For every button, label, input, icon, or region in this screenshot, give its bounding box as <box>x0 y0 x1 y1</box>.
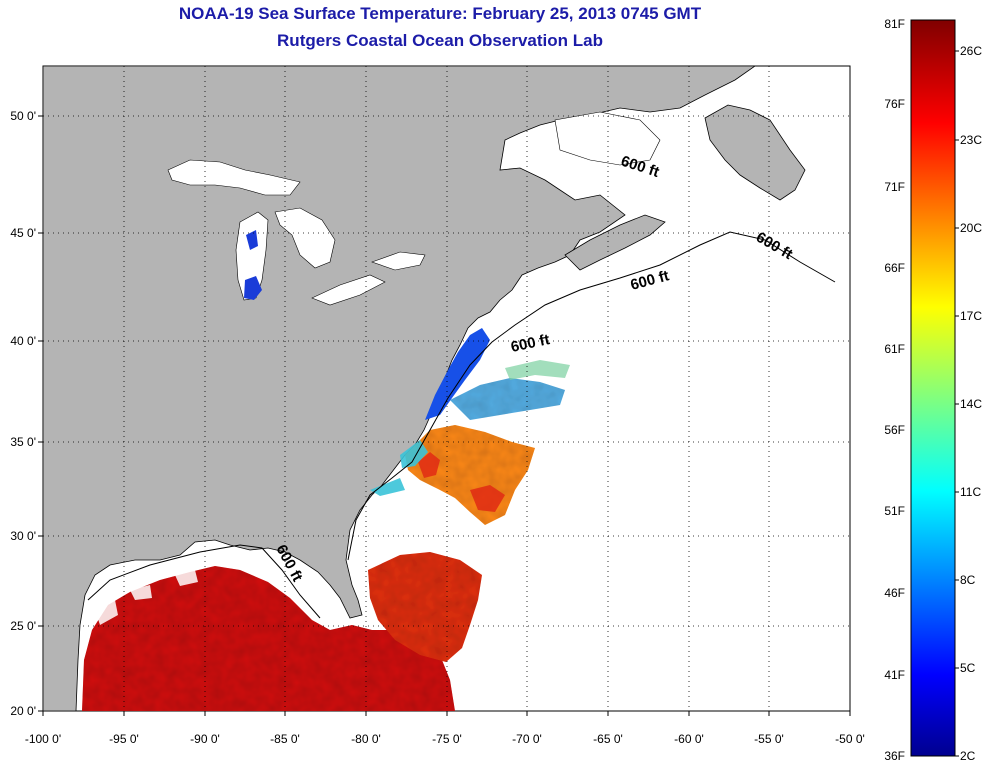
colorbar-c-label: 2C <box>960 749 976 763</box>
map-title: NOAA-19 Sea Surface Temperature: Februar… <box>178 4 702 23</box>
latitude-axis: 50 0' 45 0' 40 0' 35 0' 30 0' 25 0' 20 0' <box>10 109 43 718</box>
colorbar-c-label: 23C <box>960 133 982 147</box>
colorbar-c-label: 11C <box>960 485 981 499</box>
colorbar <box>910 19 956 757</box>
colorbar-fahrenheit-labels: 81F 76F 71F 66F 61F 56F 51F 46F 41F 36F <box>884 17 905 763</box>
colorbar-f-label: 41F <box>884 668 905 682</box>
land-newfoundland <box>704 104 806 201</box>
colorbar-f-label: 36F <box>884 749 905 763</box>
lat-tick-label: 40 0' <box>10 334 36 348</box>
colorbar-celsius-labels: 26C 23C 20C 17C 14C 11C 8C 5C 2C <box>955 44 982 763</box>
lon-tick-label: -60 0' <box>674 732 704 746</box>
lake-superior <box>167 159 301 196</box>
lon-tick-label: -85 0' <box>270 732 300 746</box>
map-subtitle: Rutgers Coastal Ocean Observation Lab <box>277 31 603 50</box>
lon-tick-label: -55 0' <box>754 732 784 746</box>
lon-tick-label: -100 0' <box>25 732 61 746</box>
atlantic-south-sst <box>368 552 482 662</box>
colorbar-c-label: 26C <box>960 44 982 58</box>
colorbar-f-label: 56F <box>884 423 905 437</box>
colorbar-f-label: 51F <box>884 504 905 518</box>
lon-tick-label: -95 0' <box>109 732 139 746</box>
mid-atlantic-speckles <box>505 360 570 380</box>
gulf-sst <box>82 566 455 711</box>
gulf-sst-patches <box>95 570 198 625</box>
lon-tick-label: -90 0' <box>190 732 220 746</box>
lat-tick-label: 30 0' <box>10 529 36 543</box>
mid-atlantic-offshore-sst <box>450 378 565 420</box>
lat-tick-label: 20 0' <box>10 704 36 718</box>
gulf-stream-core <box>418 452 505 512</box>
lon-tick-label: -80 0' <box>351 732 381 746</box>
colorbar-f-label: 46F <box>884 586 905 600</box>
colorbar-f-label: 61F <box>884 342 905 356</box>
cool-shelf-sst <box>370 440 428 496</box>
colorbar-c-label: 20C <box>960 221 982 235</box>
lake-erie <box>311 274 386 306</box>
lon-tick-label: -70 0' <box>512 732 542 746</box>
colorbar-c-label: 5C <box>960 661 976 675</box>
lat-tick-label: 35 0' <box>10 435 36 449</box>
colorbar-f-label: 66F <box>884 261 905 275</box>
longitude-axis: -100 0' -95 0' -90 0' -85 0' -80 0' -75 0' -70… <box>25 711 865 746</box>
lon-tick-label: -65 0' <box>593 732 623 746</box>
colorbar-f-label: 76F <box>884 97 905 111</box>
colorbar-f-label: 81F <box>884 17 905 31</box>
mid-atlantic-sst <box>425 328 490 420</box>
gulf-stream-sst <box>405 425 535 525</box>
lat-tick-label: 25 0' <box>10 619 36 633</box>
lake-ontario <box>371 251 426 271</box>
colorbar-c-label: 14C <box>960 397 982 411</box>
lat-tick-label: 45 0' <box>10 226 36 240</box>
lon-tick-label: -50 0' <box>835 732 865 746</box>
colorbar-f-label: 71F <box>884 180 905 194</box>
lat-tick-label: 50 0' <box>10 109 36 123</box>
colorbar-c-label: 8C <box>960 573 976 587</box>
lake-michigan-sst <box>244 230 262 300</box>
land-nova-scotia <box>564 214 666 271</box>
lon-tick-label: -75 0' <box>432 732 462 746</box>
gulf-st-lawrence <box>554 111 661 166</box>
600ft-contour <box>87 231 836 619</box>
colorbar-c-label: 17C <box>960 309 982 323</box>
lake-huron <box>274 207 336 269</box>
